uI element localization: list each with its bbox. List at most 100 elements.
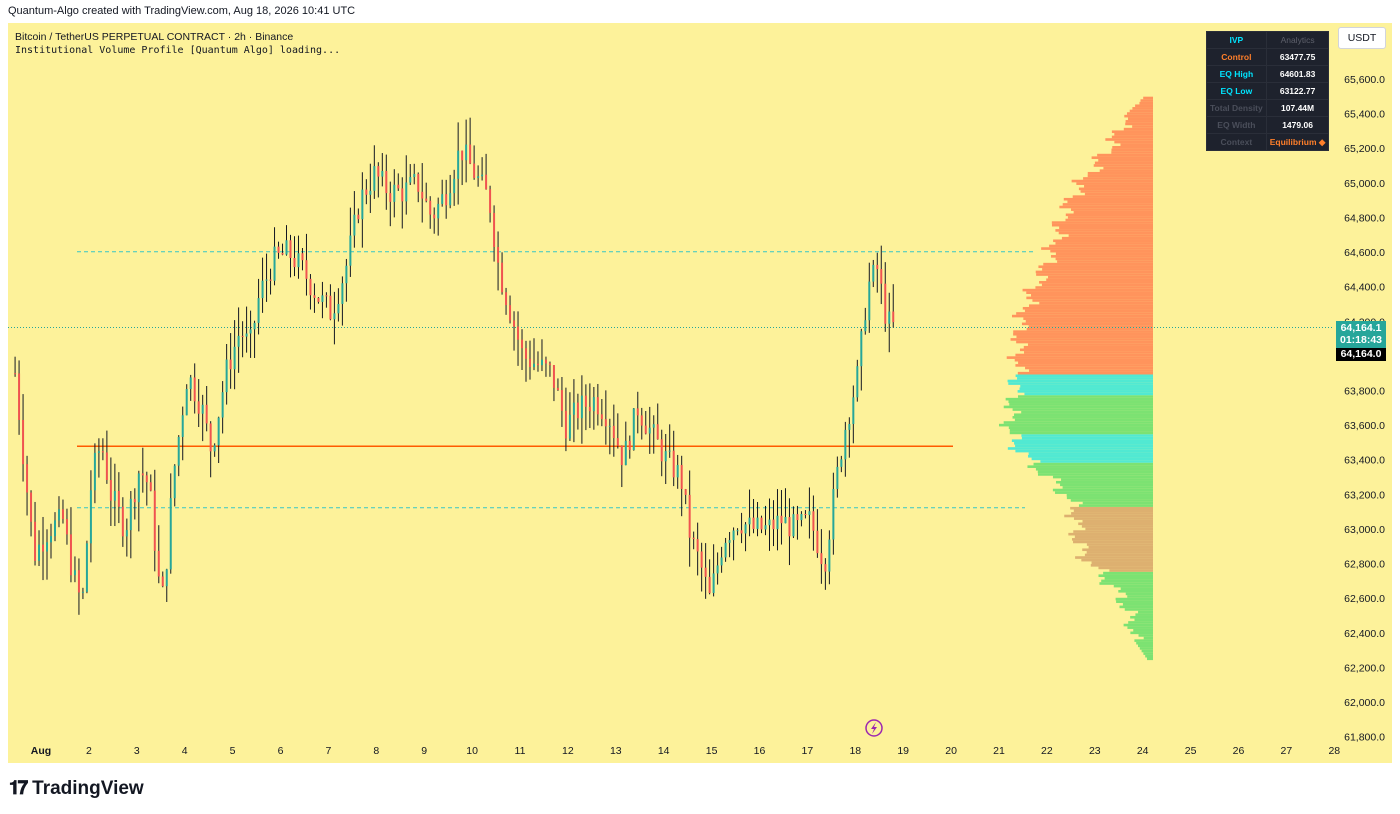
indicator-title[interactable]: Institutional Volume Profile [Quantum Al…: [15, 45, 341, 56]
x-tick-label: 7: [325, 745, 331, 757]
currency-button[interactable]: USDT: [1338, 27, 1386, 49]
candle-body: [433, 214, 436, 219]
candle: [485, 153, 488, 190]
x-tick-label: 15: [706, 745, 718, 757]
volume-profile-bar: [1115, 597, 1153, 601]
crosshair-price-tag: 64,164.0: [1336, 348, 1386, 361]
candle-body: [337, 304, 340, 314]
candle-body: [445, 194, 448, 206]
candle-body: [800, 514, 803, 521]
ivp-row-label: Context: [1206, 133, 1267, 151]
candle: [600, 399, 603, 427]
candle-body: [457, 150, 460, 179]
x-tick-label: 28: [1328, 745, 1340, 757]
volume-profile-bar: [1055, 491, 1153, 494]
last-price: 64,164.1: [1340, 322, 1382, 334]
volume-profile-bar: [1068, 234, 1153, 237]
x-tick-label: Aug: [31, 745, 51, 757]
candle: [237, 307, 240, 373]
volume-profile-bar: [1051, 221, 1153, 224]
volume-profile-bar: [1132, 125, 1153, 128]
tradingview-brand[interactable]: 𝟏𝟕 TradingView: [9, 778, 144, 800]
y-tick-label: 62,800.0: [1344, 559, 1385, 571]
candle-body: [213, 445, 216, 452]
volume-profile-bar: [1003, 405, 1153, 409]
candle: [668, 424, 671, 458]
volume-profile-bar: [1027, 465, 1153, 468]
candle-body: [876, 264, 879, 270]
candle-body: [544, 359, 547, 364]
candle: [301, 247, 304, 271]
candle-body: [540, 359, 543, 366]
candle: [69, 507, 72, 583]
volume-profile-bar: [1147, 657, 1153, 661]
candle-body: [197, 401, 200, 414]
candle-body: [313, 295, 316, 298]
volume-profile-bar: [1061, 236, 1153, 240]
symbol-title[interactable]: Bitcoin / TetherUS PERPETUAL CONTRACT · …: [15, 31, 294, 43]
candle-body: [620, 445, 623, 466]
candle: [337, 288, 340, 322]
volume-profile-bar: [1138, 644, 1153, 648]
candle: [26, 455, 29, 516]
candle: [461, 150, 464, 186]
volume-profile-bar: [1072, 195, 1153, 198]
candle: [497, 231, 500, 291]
candle: [325, 292, 328, 308]
volume-profile-bar: [1038, 265, 1153, 269]
candle: [812, 495, 815, 551]
candle: [257, 278, 260, 335]
candle: [137, 470, 140, 532]
volume-profile-bar: [1017, 390, 1153, 393]
candle-body: [548, 363, 551, 366]
candle: [884, 262, 887, 332]
candle: [369, 163, 372, 213]
candle-body: [712, 573, 715, 594]
volume-profile-bar: [1111, 135, 1153, 139]
candle-body: [361, 189, 364, 220]
candle: [469, 117, 472, 165]
candle-body: [285, 240, 288, 255]
candle-body: [30, 492, 33, 522]
volume-profile-bar: [1120, 143, 1153, 147]
y-tick-label: 65,000.0: [1344, 178, 1385, 190]
volume-profile-bar: [1042, 268, 1153, 271]
volume-profile-bar: [1073, 509, 1153, 513]
volume-profile-bar: [1014, 413, 1153, 417]
candle-body: [720, 557, 723, 566]
volume-profile-bar: [1018, 361, 1153, 365]
chart-area[interactable]: [8, 23, 1392, 763]
candle: [193, 363, 196, 414]
volume-profile-bar: [1098, 158, 1153, 162]
candle-body: [365, 189, 368, 195]
candle-body: [149, 482, 152, 491]
candle-body: [217, 417, 220, 446]
candle-body: [481, 174, 484, 177]
volume-profile-bar: [1132, 107, 1153, 110]
candle: [517, 311, 520, 366]
lightning-icon[interactable]: [865, 719, 883, 737]
candle-body: [113, 491, 116, 501]
volume-profile-bar: [1041, 247, 1153, 250]
candle-body: [560, 390, 563, 411]
candle-body: [369, 190, 372, 195]
volume-profile-bar: [1073, 540, 1153, 544]
volume-profile-bar: [1039, 281, 1153, 284]
candle-body: [804, 514, 807, 516]
ivp-row: Context Equilibrium ◆: [1206, 133, 1330, 151]
volume-profile-bar: [1135, 104, 1153, 108]
volume-profile-bar: [1014, 358, 1153, 362]
candle-body: [596, 397, 599, 415]
candle-body: [26, 464, 29, 493]
candle: [265, 253, 268, 302]
volume-profile-bar: [1070, 499, 1153, 502]
volume-profile-bar: [1050, 255, 1153, 258]
candle-body: [660, 439, 663, 462]
volume-profile-bar: [1138, 634, 1153, 637]
candle-body: [632, 408, 635, 451]
candle-body: [105, 452, 108, 481]
candle: [521, 329, 524, 371]
volume-profile-bar: [1116, 600, 1153, 603]
candle: [672, 430, 675, 487]
